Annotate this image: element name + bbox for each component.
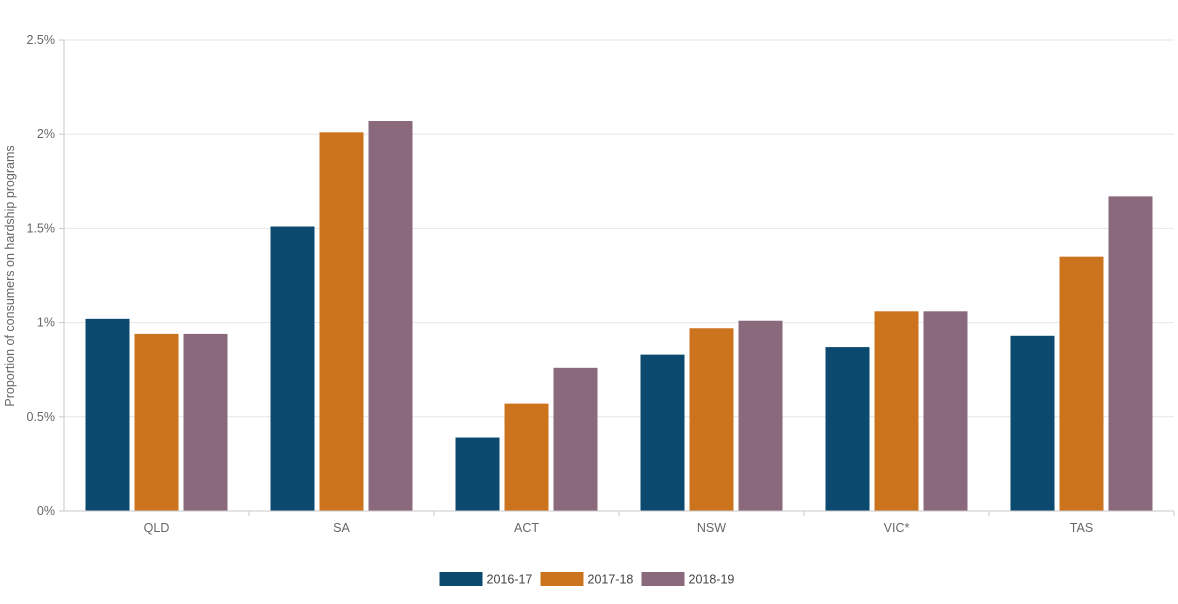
bar-vic-2017-18[interactable] bbox=[874, 311, 919, 511]
bar-nsw-2017-18[interactable] bbox=[689, 328, 734, 511]
bar-tas-2017-18[interactable] bbox=[1059, 256, 1104, 511]
legend-item-2018-19[interactable]: 2018-19 bbox=[641, 572, 735, 587]
y-tick-label: 2% bbox=[37, 127, 55, 141]
y-tick-label: 1.5% bbox=[27, 221, 56, 235]
legend: 2016-17 2017-18 2018-19 bbox=[439, 572, 735, 587]
y-tick-labels: 0% 0.5% 1% 1.5% 2% 2.5% bbox=[27, 33, 64, 518]
x-tick-label: TAS bbox=[1070, 521, 1093, 535]
axes bbox=[63, 40, 1174, 512]
y-tick-label: 0% bbox=[37, 504, 55, 518]
x-tick-label: SA bbox=[333, 521, 350, 535]
legend-swatch bbox=[540, 572, 584, 586]
x-tick-label: QLD bbox=[144, 521, 170, 535]
bar-qld-2016-17[interactable] bbox=[85, 318, 130, 511]
gridlines bbox=[64, 39, 1174, 418]
bar-tas-2016-17[interactable] bbox=[1010, 335, 1055, 511]
y-tick-label: 0.5% bbox=[27, 410, 56, 424]
bar-sa-2018-19[interactable] bbox=[368, 121, 413, 512]
bar-vic-2018-19[interactable] bbox=[923, 311, 968, 511]
x-tick-labels: QLD SA ACT NSW VIC* TAS bbox=[144, 511, 1175, 535]
bar-tas-2018-19[interactable] bbox=[1108, 196, 1153, 511]
legend-label: 2018-19 bbox=[689, 573, 735, 587]
bar-act-2018-19[interactable] bbox=[553, 367, 598, 511]
bar-act-2016-17[interactable] bbox=[455, 437, 500, 511]
legend-item-2017-18[interactable]: 2017-18 bbox=[540, 572, 634, 587]
bar-qld-2018-19[interactable] bbox=[183, 333, 228, 511]
bar-nsw-2018-19[interactable] bbox=[738, 320, 783, 511]
bar-sa-2016-17[interactable] bbox=[270, 226, 315, 512]
bar-qld-2017-18[interactable] bbox=[134, 333, 179, 511]
x-tick-label: VIC* bbox=[884, 521, 910, 535]
bar-sa-2017-18[interactable] bbox=[319, 132, 364, 512]
x-tick-label: NSW bbox=[697, 521, 726, 535]
y-tick-label: 1% bbox=[37, 316, 55, 330]
legend-item-2016-17[interactable]: 2016-17 bbox=[439, 572, 533, 587]
bar-nsw-2016-17[interactable] bbox=[640, 354, 685, 511]
bar-vic-2016-17[interactable] bbox=[825, 347, 870, 511]
bars bbox=[85, 121, 1153, 512]
x-tick-label: ACT bbox=[514, 521, 539, 535]
legend-label: 2016-17 bbox=[487, 573, 533, 587]
legend-swatch bbox=[641, 572, 685, 586]
bar-act-2017-18[interactable] bbox=[504, 403, 549, 511]
legend-swatch bbox=[439, 572, 483, 586]
y-axis-title: Proportion of consumers on hardship prog… bbox=[3, 145, 17, 406]
legend-label: 2017-18 bbox=[588, 573, 634, 587]
y-tick-label: 2.5% bbox=[27, 33, 56, 47]
